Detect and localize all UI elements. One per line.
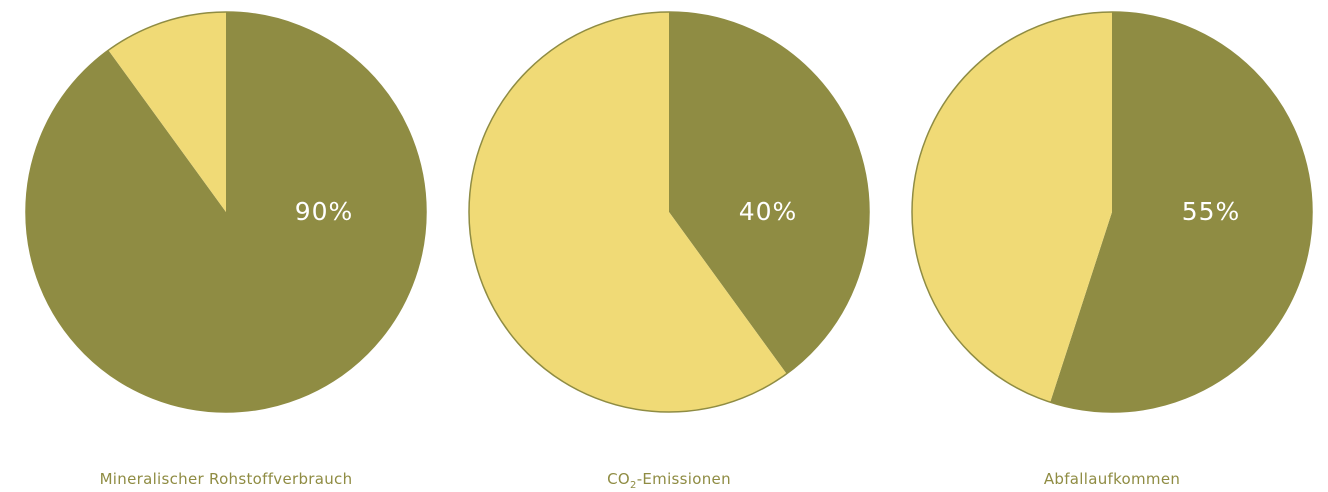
caption-co2-pre: CO	[607, 470, 631, 488]
pie-rohstoff-slice-primary	[26, 12, 427, 412]
pie-rohstoff-value-label: 90%	[295, 197, 354, 226]
caption-abfallaufkommen: Abfallaufkommen	[1043, 470, 1181, 488]
pie-abfall-slice-primary	[1050, 12, 1313, 412]
pie-co2-value-label: 40%	[739, 197, 798, 226]
pie-abfall-value-label: 55%	[1182, 197, 1241, 226]
caption-co2-sub: 2	[630, 480, 637, 491]
pie-rohstoff-outline	[25, 11, 427, 413]
pie-co2-outline	[468, 11, 870, 413]
pie-co2-slice-primary	[669, 12, 869, 374]
pie-co2-slice-secondary	[468, 12, 787, 413]
caption-co2-post: -Emissionen	[636, 470, 731, 488]
pie-abfall-slice-secondary	[912, 12, 1112, 403]
caption-rohstoffverbrauch: Mineralischer Rohstoffverbrauch	[99, 470, 353, 488]
pie-rohstoff-slice-secondary	[108, 12, 226, 212]
pie-abfall-outline	[911, 11, 1313, 413]
caption-co2-emissionen: CO2-Emissionen	[459, 470, 879, 491]
